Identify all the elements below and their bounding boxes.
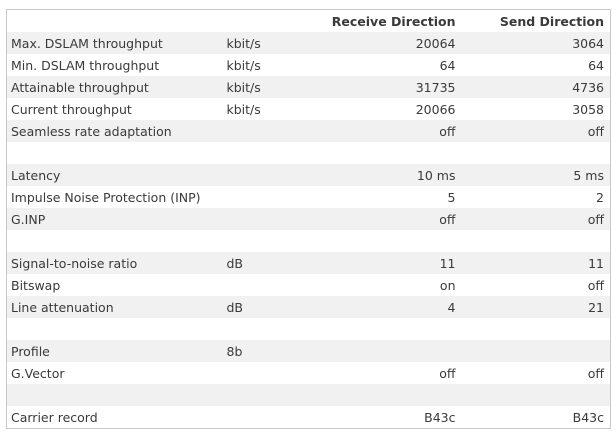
label-cell: Min. DSLAM throughput xyxy=(11,57,160,73)
unit-cell: kbit/s xyxy=(226,57,261,73)
empty-cell xyxy=(223,384,303,406)
empty-cell xyxy=(303,230,462,252)
unit-cell: kbit/s xyxy=(226,35,261,51)
spacer-row xyxy=(7,142,611,164)
empty-cell xyxy=(223,142,303,164)
empty-cell xyxy=(462,384,611,406)
header-cell xyxy=(7,10,223,33)
table-row: Impulse Noise Protection (INP) 5 2 xyxy=(7,186,611,208)
spacer-row xyxy=(7,230,611,252)
label-cell: Bitswap xyxy=(11,277,61,293)
table-row: Max. DSLAM throughput kbit/s 20064 3064 xyxy=(6,32,611,54)
send-cell: off xyxy=(587,277,604,293)
table-row: Current throughput kbit/s 20066 3058 xyxy=(7,98,611,120)
unit-cell: 8b xyxy=(226,343,243,359)
receive-cell: 4 xyxy=(447,299,456,315)
label-cell: Max. DSLAM throughput xyxy=(11,35,163,51)
table-row: Seamless rate adaptation off off xyxy=(6,120,611,142)
spacer-row xyxy=(7,318,611,340)
receive-cell: off xyxy=(439,211,456,227)
receive-cell xyxy=(303,340,462,362)
header-row: Receive Direction Send Direction xyxy=(7,10,611,33)
dsl-table: Receive Direction Send Direction Max. DS… xyxy=(6,9,611,429)
table-row: Attainable throughput kbit/s 31735 4736 xyxy=(6,76,611,98)
receive-cell: 31735 xyxy=(415,79,456,95)
table-row: G.Vector off off xyxy=(7,362,611,384)
header-cell: Send Direction xyxy=(499,13,604,29)
label-cell: Line attenuation xyxy=(11,299,114,315)
label-cell: Signal-to-noise ratio xyxy=(11,255,138,271)
label-cell: G.INP xyxy=(11,211,46,227)
unit-cell xyxy=(223,274,303,296)
empty-cell xyxy=(462,318,611,340)
label-cell: Attainable throughput xyxy=(11,79,149,95)
receive-cell: off xyxy=(439,365,456,381)
table-row: Min. DSLAM throughput kbit/s 64 64 xyxy=(7,54,611,76)
receive-cell: 64 xyxy=(439,57,456,73)
unit-cell xyxy=(223,164,303,186)
table-row: Line attenuation dB 4 21 xyxy=(6,296,611,318)
send-cell: off xyxy=(587,365,604,381)
spacer-row xyxy=(6,384,611,406)
send-cell: 64 xyxy=(588,57,604,73)
empty-cell xyxy=(223,318,303,340)
label-cell: Seamless rate adaptation xyxy=(11,123,172,139)
unit-cell xyxy=(223,208,303,230)
send-cell: 3064 xyxy=(572,35,604,51)
unit-cell: kbit/s xyxy=(226,79,261,95)
label-cell: Current throughput xyxy=(11,101,132,117)
receive-cell: B43c xyxy=(424,409,456,425)
header-cell xyxy=(223,10,303,33)
table-body: Max. DSLAM throughput kbit/s 20064 3064 Min.… xyxy=(6,32,611,429)
send-cell xyxy=(462,340,611,362)
unit-cell xyxy=(223,406,303,429)
table-row: G.INP off off xyxy=(6,208,611,230)
empty-cell xyxy=(7,384,223,406)
header-cell: Receive Direction xyxy=(331,13,456,29)
unit-cell: dB xyxy=(226,299,244,315)
receive-cell: off xyxy=(439,123,456,139)
label-cell: G.Vector xyxy=(11,365,65,381)
unit-cell: dB xyxy=(226,255,244,271)
empty-cell xyxy=(462,230,611,252)
receive-cell: on xyxy=(439,277,456,293)
empty-cell xyxy=(223,230,303,252)
unit-cell xyxy=(223,362,303,384)
empty-cell xyxy=(7,230,223,252)
send-cell: 5 ms xyxy=(573,167,604,183)
table-row: Carrier record B43c B43c xyxy=(7,406,611,429)
send-cell: 21 xyxy=(588,299,604,315)
receive-cell: 10 ms xyxy=(416,167,456,183)
send-cell: off xyxy=(587,123,604,139)
table-row: Bitswap on off xyxy=(7,274,611,296)
receive-cell: 20064 xyxy=(415,35,456,51)
unit-cell xyxy=(223,186,303,208)
label-cell: Carrier record xyxy=(11,409,98,425)
receive-cell: 5 xyxy=(447,189,456,205)
send-cell: 11 xyxy=(588,255,604,271)
label-cell: Latency xyxy=(11,167,61,183)
empty-cell xyxy=(7,318,223,340)
table-row: Profile 8b xyxy=(6,340,611,362)
send-cell: off xyxy=(587,211,604,227)
send-cell: 2 xyxy=(596,189,604,205)
empty-cell xyxy=(303,318,462,340)
unit-cell xyxy=(223,120,303,142)
receive-cell: 20066 xyxy=(415,101,456,117)
empty-cell xyxy=(303,142,462,164)
empty-cell xyxy=(7,142,223,164)
table-row: Latency 10 ms 5 ms xyxy=(6,164,611,186)
label-cell: Impulse Noise Protection (INP) xyxy=(11,189,201,205)
unit-cell: kbit/s xyxy=(226,101,261,117)
table-row: Signal-to-noise ratio dB 11 11 xyxy=(6,252,611,274)
empty-cell xyxy=(462,142,611,164)
send-cell: 4736 xyxy=(572,79,604,95)
send-cell: 3058 xyxy=(572,101,604,117)
label-cell: Profile xyxy=(11,343,50,359)
empty-cell xyxy=(303,384,462,406)
send-cell: B43c xyxy=(572,409,604,425)
receive-cell: 11 xyxy=(439,255,456,271)
